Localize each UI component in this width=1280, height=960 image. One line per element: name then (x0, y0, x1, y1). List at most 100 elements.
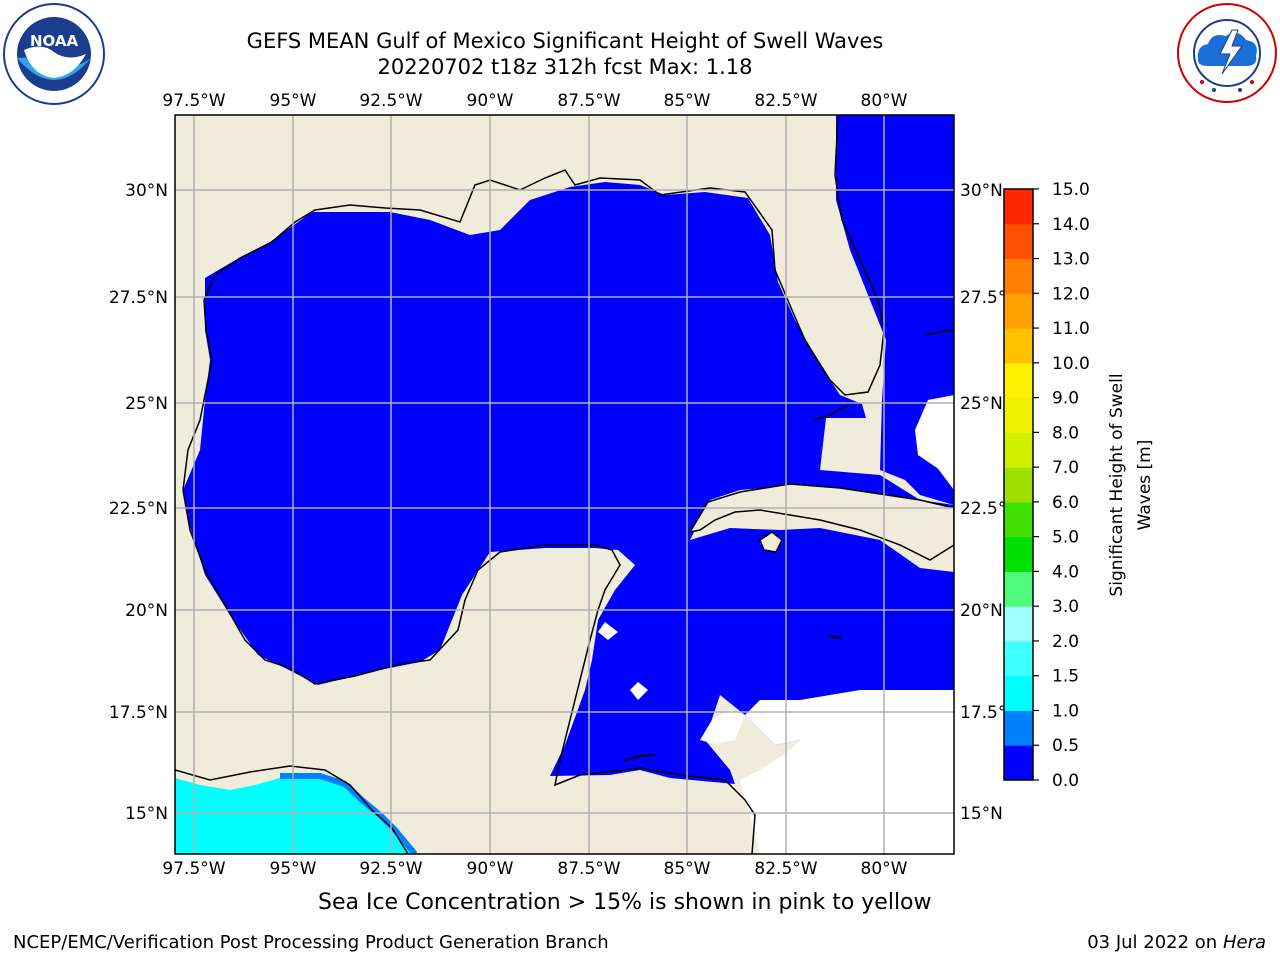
lon-label-bottom: 92.5°W (359, 859, 422, 879)
lon-labels-bottom: 97.5°W 95°W 92.5°W 90°W 87.5°W 85°W 82.5°W 80°W (162, 859, 907, 879)
colorbar-bin (1004, 536, 1033, 572)
bay-islands (624, 754, 656, 761)
mexico-coastline (182, 489, 756, 854)
colorbar-tick-label: 0.5 (1052, 736, 1079, 756)
lon-label-top: 95°W (270, 91, 317, 111)
noaa-logo: NOAA (3, 3, 105, 105)
bahamas-island (924, 329, 954, 336)
noaa-logo-text: NOAA (30, 32, 79, 50)
chart-title: GEFS MEAN Gulf of Mexico Significant Hei… (246, 29, 884, 53)
colorbar-bin (1004, 397, 1033, 433)
colorbar-tick-label: 1.0 (1052, 701, 1079, 721)
colorbar-tick-label: 14.0 (1052, 215, 1090, 235)
colorbar-bin (1004, 501, 1033, 538)
lat-label-left: 17.5°N (109, 703, 168, 723)
lon-label-bottom: 95°W (270, 859, 317, 879)
nodata-patch-yucatan-1 (598, 622, 618, 640)
lat-label-left: 25°N (125, 394, 168, 414)
lat-labels-right: 30°N27.5°N25°N22.5°N20°N17.5°N15°N (960, 181, 1019, 824)
colorbar-tick-label: 13.0 (1052, 250, 1090, 270)
lon-label-top: 80°W (861, 91, 908, 111)
lat-label-right: 25°N (960, 394, 1003, 414)
lon-label-bottom: 80°W (861, 859, 908, 879)
gulf-coastline (182, 115, 885, 491)
colorbar-bin (1004, 606, 1033, 642)
colorbar-label-line2: Waves [m] (1135, 440, 1155, 531)
colorbar-tick-label: 9.0 (1052, 389, 1079, 409)
lon-labels-top: 97.5°W 95°W 92.5°W 90°W 87.5°W 85°W 82.5°W 80°W (162, 91, 907, 111)
colorbar-bin (1004, 710, 1033, 746)
lat-label-right: 20°N (960, 601, 1003, 621)
lat-label-left: 30°N (125, 181, 168, 201)
lat-label-left: 20°N (125, 601, 168, 621)
lon-label-top: 92.5°W (359, 91, 422, 111)
colorbar-tick-label: 0.0 (1052, 771, 1079, 791)
lon-label-top: 90°W (467, 91, 514, 111)
footer-date-text: 03 Jul 2022 on (1087, 932, 1223, 953)
colorbar-bin (1004, 571, 1033, 607)
nodata-patch-yucatan-2 (630, 682, 648, 700)
colorbar-bin (1004, 223, 1033, 260)
florida-keys (811, 404, 849, 421)
map-frame (174, 114, 955, 855)
isle-of-youth (759, 531, 783, 553)
nodata-patch-bahamas (915, 396, 954, 490)
colorbar-tick-label: 8.0 (1052, 423, 1079, 443)
colorbar-tick-label: 12.0 (1052, 284, 1090, 304)
cayman-island (827, 635, 843, 639)
lat-label-left: 22.5°N (109, 499, 168, 519)
colorbar-bin (1004, 640, 1033, 677)
nodata-patch-cuba-south (700, 710, 745, 744)
colorbar-bin (1004, 258, 1033, 294)
gridlines (175, 115, 954, 854)
lon-label-top: 87.5°W (557, 91, 620, 111)
colorbar-tick-label: 3.0 (1052, 597, 1079, 617)
lon-label-bottom: 87.5°W (557, 859, 620, 879)
colorbar-bin (1004, 189, 1033, 225)
lon-label-top: 97.5°W (162, 91, 225, 111)
map-area (175, 115, 954, 854)
gulf-swell-field (183, 182, 954, 784)
lon-label-bottom: 90°W (467, 859, 514, 879)
lon-label-top: 85°W (664, 91, 711, 111)
colorbar-tick-label: 6.0 (1052, 493, 1079, 513)
lat-labels-left: 30°N 27.5°N 25°N 22.5°N 20°N 17.5°N 15°N (109, 181, 168, 824)
sea-ice-note: Sea Ice Concentration > 15% is shown in … (318, 890, 932, 915)
chart-subtitle: 20220702 t18z 312h fcst Max: 1.18 (377, 55, 753, 79)
lat-label-right: 15°N (960, 804, 1003, 824)
pacific-swell-edge (280, 773, 418, 854)
central-america-pacific-coast (175, 765, 409, 854)
colorbar-tick-label: 11.0 (1052, 319, 1090, 339)
colorbar-tick-label: 4.0 (1052, 562, 1079, 582)
colorbar-tick-label: 5.0 (1052, 528, 1079, 548)
colorbar-frame (1003, 188, 1034, 781)
nws-logo (1177, 3, 1277, 103)
footer-credit: NCEP/EMC/Verification Post Processing Pr… (13, 932, 609, 953)
lon-label-top: 82.5°W (754, 91, 817, 111)
colorbar-bin (1004, 675, 1033, 711)
nodata-patch-caribbean (740, 690, 954, 854)
colorbar-bin (1004, 745, 1033, 781)
lat-label-left: 15°N (125, 804, 168, 824)
lon-label-bottom: 82.5°W (754, 859, 817, 879)
colorbar-bin (1004, 467, 1033, 503)
lon-label-bottom: 97.5°W (162, 859, 225, 879)
colorbar-tick-label: 2.0 (1052, 632, 1079, 652)
atlantic-swell-field (836, 115, 954, 505)
colorbar-bin (1004, 432, 1033, 468)
colorbar-tick-label: 10.0 (1052, 354, 1090, 374)
colorbar-tick-label: 15.0 (1052, 180, 1090, 200)
cuba-island (688, 483, 954, 561)
colorbar-label-line1: Significant Height of Swell (1107, 373, 1127, 596)
colorbar-tick-label: 1.5 (1052, 667, 1079, 687)
colorbar-tick-label: 7.0 (1052, 458, 1079, 478)
colorbar-bin (1004, 293, 1033, 329)
colorbar-bin (1004, 328, 1033, 364)
colorbar-bin (1004, 362, 1033, 399)
footer-host: Hera (1222, 932, 1266, 953)
colorbar (1003, 188, 1034, 781)
lon-label-bottom: 85°W (664, 859, 711, 879)
footer-date: 03 Jul 2022 on Hera (1087, 932, 1266, 953)
lat-label-left: 27.5°N (109, 288, 168, 308)
